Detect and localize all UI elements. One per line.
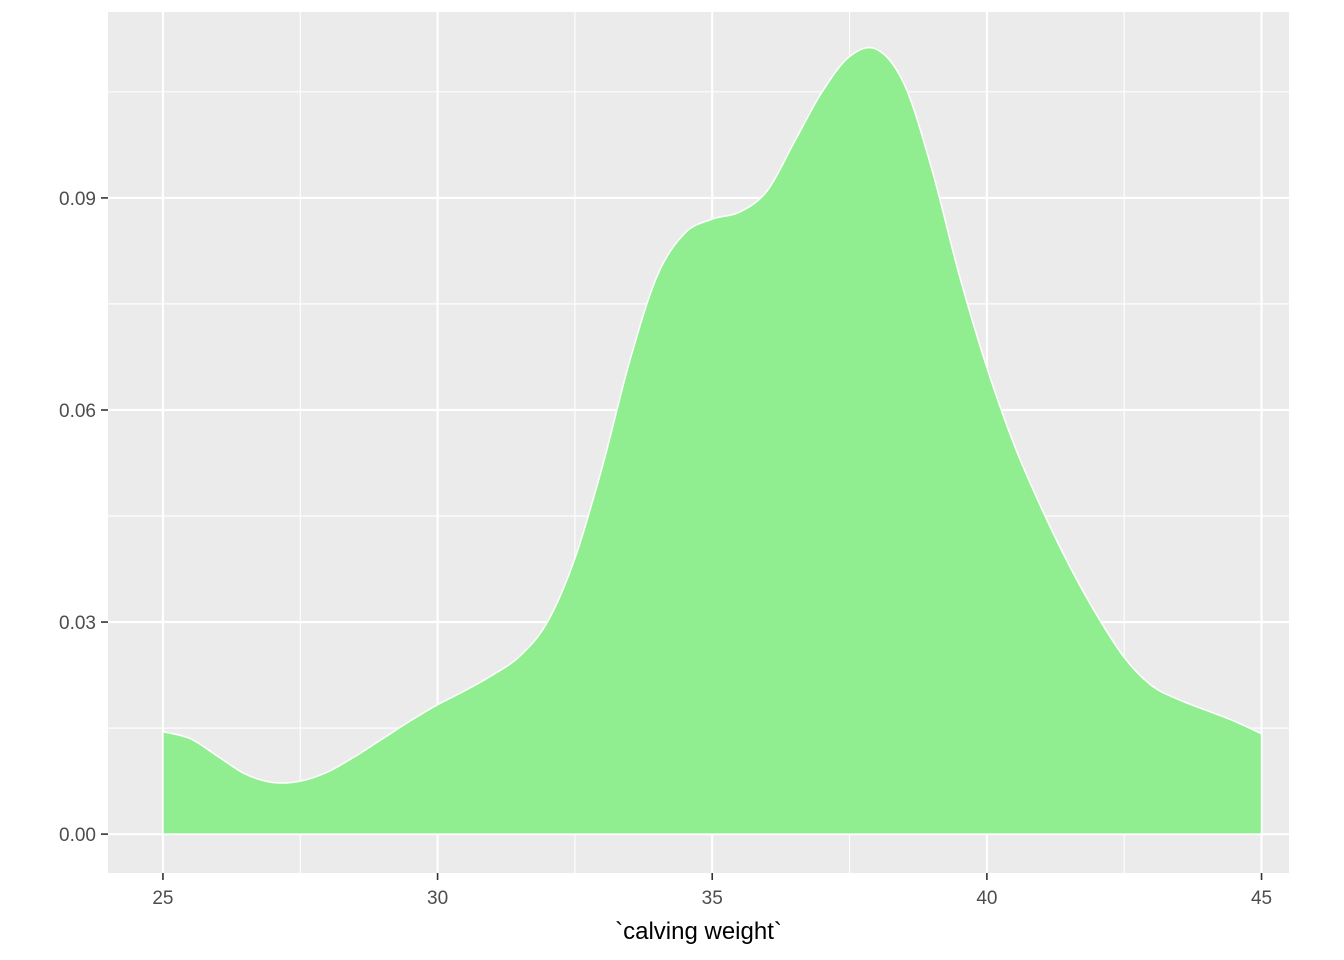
- x-tick-label: 25: [152, 888, 173, 909]
- y-tick-label: 0.09: [59, 189, 96, 210]
- x-tick-label: 30: [427, 888, 448, 909]
- y-tick-label: 0.00: [59, 825, 96, 846]
- density-area: [162, 46, 1263, 835]
- y-tick-label: 0.06: [59, 401, 96, 422]
- x-tick-label: 45: [1251, 888, 1272, 909]
- x-tick-label: 40: [976, 888, 997, 909]
- y-axis-ticks: 0.00 0.03 0.06 0.09: [59, 189, 108, 846]
- x-axis-ticks: 25 30 35 40 45: [152, 873, 1272, 909]
- x-tick-label: 35: [702, 888, 723, 909]
- y-tick-label: 0.03: [59, 613, 96, 634]
- x-axis-title: `calving weight`: [615, 918, 782, 945]
